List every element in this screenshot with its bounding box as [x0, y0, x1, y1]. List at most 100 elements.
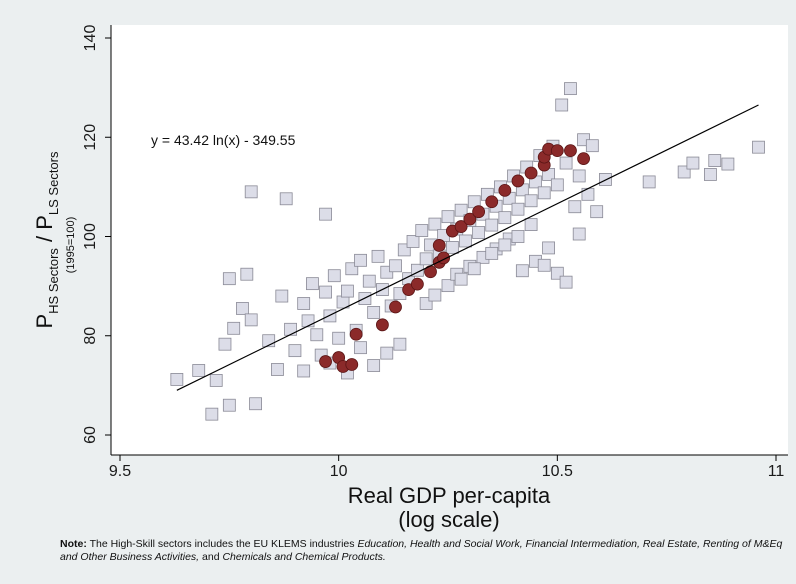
square-point [498, 211, 512, 225]
square-point [428, 288, 442, 302]
highlight-point [524, 166, 538, 180]
x-axis-label-line1: Real GDP per-capita [348, 483, 551, 508]
square-point [511, 230, 525, 243]
highlight-point [410, 277, 424, 291]
highlight-point [498, 183, 512, 197]
highlight-point [485, 195, 499, 209]
x-axis-label-line2: (log scale) [398, 507, 499, 532]
square-point [393, 337, 407, 351]
y-label-sub2: LS Sectors [46, 151, 61, 215]
square-point [721, 157, 735, 171]
square-point [222, 272, 236, 286]
square-point [371, 249, 385, 263]
highlight-point [432, 239, 446, 252]
square-point [441, 210, 455, 224]
note-label: Note: [60, 538, 87, 550]
highlight-point [463, 212, 477, 226]
chart-note: Note: The High-Skill sectors includes th… [60, 538, 784, 564]
square-point [485, 218, 499, 232]
y-tick-label: 120 [82, 124, 99, 151]
highlight-point [472, 205, 486, 219]
square-point [389, 259, 402, 273]
square-point [367, 359, 381, 372]
highlight-point [550, 144, 564, 158]
square-point [515, 264, 529, 278]
square-point [275, 289, 289, 303]
square-point [288, 344, 302, 358]
square-point [236, 302, 249, 315]
y-tick-label: 80 [82, 327, 99, 345]
square-point [354, 341, 367, 355]
highlight-point [375, 318, 389, 332]
square-point [537, 186, 551, 200]
square-point [642, 175, 656, 189]
square-point [306, 277, 319, 291]
square-point [327, 269, 341, 283]
square-point [319, 285, 332, 299]
y-axis-ticks: 60 80 100 120 140 [82, 25, 111, 444]
square-point [362, 274, 376, 288]
square-point [240, 267, 254, 281]
square-point [297, 297, 311, 310]
y-tick-label: 60 [82, 426, 99, 444]
square-point [485, 246, 499, 260]
square-point [222, 398, 236, 412]
square-point [564, 82, 577, 96]
x-tick-label: 11 [768, 463, 785, 480]
square-point [498, 238, 512, 252]
square-point [708, 154, 722, 167]
square-point [227, 321, 241, 335]
svg-text:PHS Sectors / PLS Sectors: PHS Sectors / PLS Sectors [32, 151, 61, 329]
y-label-sub1: HS Sectors [46, 248, 61, 314]
square-point [367, 306, 381, 319]
y-label-p1: P [32, 314, 57, 329]
square-point [568, 200, 582, 214]
square-point [218, 337, 232, 351]
highlight-point [454, 220, 468, 233]
square-point [205, 407, 219, 421]
square-point [170, 373, 184, 386]
square-point [511, 202, 525, 216]
y-tick-label: 140 [82, 25, 99, 52]
highlight-point [511, 174, 525, 188]
square-point [459, 234, 472, 248]
y-tick-label: 100 [82, 223, 99, 250]
square-point [428, 217, 442, 231]
square-point [279, 192, 293, 206]
highlight-point [577, 152, 590, 165]
square-point [472, 226, 486, 239]
square-point [454, 203, 468, 217]
square-point [445, 241, 459, 254]
square-point [301, 314, 315, 328]
square-point [537, 258, 551, 272]
square-point [192, 364, 206, 377]
square-point [555, 98, 569, 112]
square-point [752, 140, 765, 154]
highlight-point [389, 300, 402, 314]
square-point [524, 194, 538, 208]
square-point [585, 139, 599, 153]
highlight-point [564, 144, 577, 158]
square-point [686, 156, 700, 170]
square-point [572, 169, 586, 183]
highlight-point [345, 358, 359, 371]
highlight-point [349, 327, 363, 341]
square-point [284, 322, 297, 336]
x-tick-label: 10 [330, 463, 348, 480]
highlight-point [319, 355, 332, 368]
note-text-1: The High-Skill sectors includes the EU K… [86, 538, 358, 550]
square-point [415, 224, 429, 237]
square-point [380, 346, 394, 360]
square-point [467, 262, 481, 276]
note-chemicals: Chemicals and Chemical Products. [222, 551, 386, 563]
square-point [271, 363, 284, 376]
square-point [244, 313, 258, 327]
data-points [170, 82, 765, 421]
square-point [441, 279, 455, 293]
square-point [332, 331, 346, 345]
square-point [590, 205, 604, 219]
note-industries: Education, Health and Social Work, Finan… [60, 538, 783, 563]
square-point [406, 235, 420, 248]
y-label-p2: / P [32, 215, 57, 248]
